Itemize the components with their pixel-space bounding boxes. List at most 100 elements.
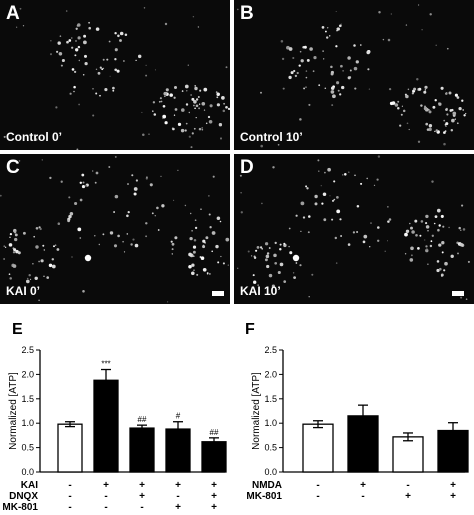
punctum [341, 85, 345, 90]
punctum [106, 58, 109, 61]
punctum [171, 127, 174, 130]
punctum [219, 137, 223, 140]
punctum [259, 246, 263, 249]
punctum [145, 74, 148, 77]
punctum [289, 251, 293, 255]
punctum [305, 70, 308, 72]
punctum [435, 129, 439, 132]
punctum [292, 56, 295, 60]
punctum [220, 255, 222, 258]
punctum [26, 277, 29, 280]
punctum [119, 31, 124, 36]
punctum [65, 10, 68, 12]
punctum [306, 187, 309, 190]
punctum [223, 102, 226, 105]
punctum [191, 271, 195, 276]
punctum [84, 184, 87, 187]
punctum [296, 71, 299, 75]
punctum [34, 138, 38, 141]
punctum [318, 84, 321, 87]
punctum [77, 36, 81, 40]
punctum [428, 127, 432, 132]
punctum [219, 220, 222, 223]
punctum [274, 261, 278, 265]
punctum [184, 129, 187, 132]
punctum [188, 264, 192, 269]
punctum [156, 206, 159, 210]
condition-label: DNQX [9, 491, 38, 502]
puncta-layer [237, 155, 470, 301]
punctum [181, 90, 184, 92]
punctum [39, 227, 42, 231]
punctum [162, 118, 164, 120]
punctum [411, 230, 415, 234]
punctum [268, 273, 273, 278]
punctum [149, 183, 153, 187]
punctum [88, 26, 92, 30]
punctum [8, 273, 11, 276]
punctum [329, 195, 331, 197]
bar [201, 441, 227, 473]
punctum [18, 160, 21, 162]
condition-sign: - [140, 502, 143, 513]
punctum [171, 242, 175, 246]
condition-sign: + [450, 480, 456, 491]
punctum [164, 22, 168, 26]
punctum [330, 65, 333, 69]
punctum [83, 54, 88, 58]
punctum [209, 104, 213, 108]
punctum [336, 28, 338, 30]
condition-sign: + [103, 480, 109, 491]
punctum [444, 130, 447, 132]
punctum [198, 107, 201, 110]
punctum [354, 174, 356, 177]
punctum [435, 44, 437, 47]
punctum [424, 105, 426, 108]
punctum [347, 76, 351, 80]
punctum [133, 187, 138, 191]
punctum [239, 174, 242, 177]
punctum [328, 35, 331, 37]
punctum [353, 66, 358, 71]
panel-letter: C [6, 157, 20, 178]
punctum [225, 105, 228, 109]
punctum [323, 58, 325, 60]
punctum [376, 178, 379, 181]
punctum [295, 214, 298, 217]
punctum [283, 242, 286, 245]
punctum [467, 260, 470, 263]
punctum [14, 233, 18, 237]
punctum [440, 86, 444, 90]
bar [165, 428, 191, 473]
punctum [414, 219, 418, 223]
condition-sign: + [360, 480, 366, 491]
punctum [307, 231, 310, 234]
punctum [460, 296, 463, 299]
punctum [338, 24, 342, 28]
punctum [203, 109, 206, 111]
punctum [42, 244, 45, 247]
punctum [460, 229, 462, 231]
punctum [322, 50, 324, 52]
punctum [253, 280, 257, 284]
punctum [387, 206, 389, 208]
punctum [166, 301, 169, 303]
condition-sign: + [405, 491, 411, 502]
punctum [3, 245, 5, 247]
punctum [199, 256, 202, 258]
punctum [56, 50, 59, 53]
punctum [368, 88, 371, 90]
punctum [407, 88, 410, 91]
punctum [260, 144, 263, 148]
punctum [386, 240, 389, 242]
punctum [174, 108, 178, 111]
punctum [48, 263, 53, 268]
punctum [454, 118, 456, 120]
punctum [202, 239, 206, 243]
micrograph-d: D KAI 10’ [234, 154, 474, 304]
punctum [313, 56, 317, 60]
punctum [123, 60, 125, 62]
punctum [117, 34, 120, 38]
punctum [132, 238, 135, 241]
punctum [451, 108, 454, 112]
